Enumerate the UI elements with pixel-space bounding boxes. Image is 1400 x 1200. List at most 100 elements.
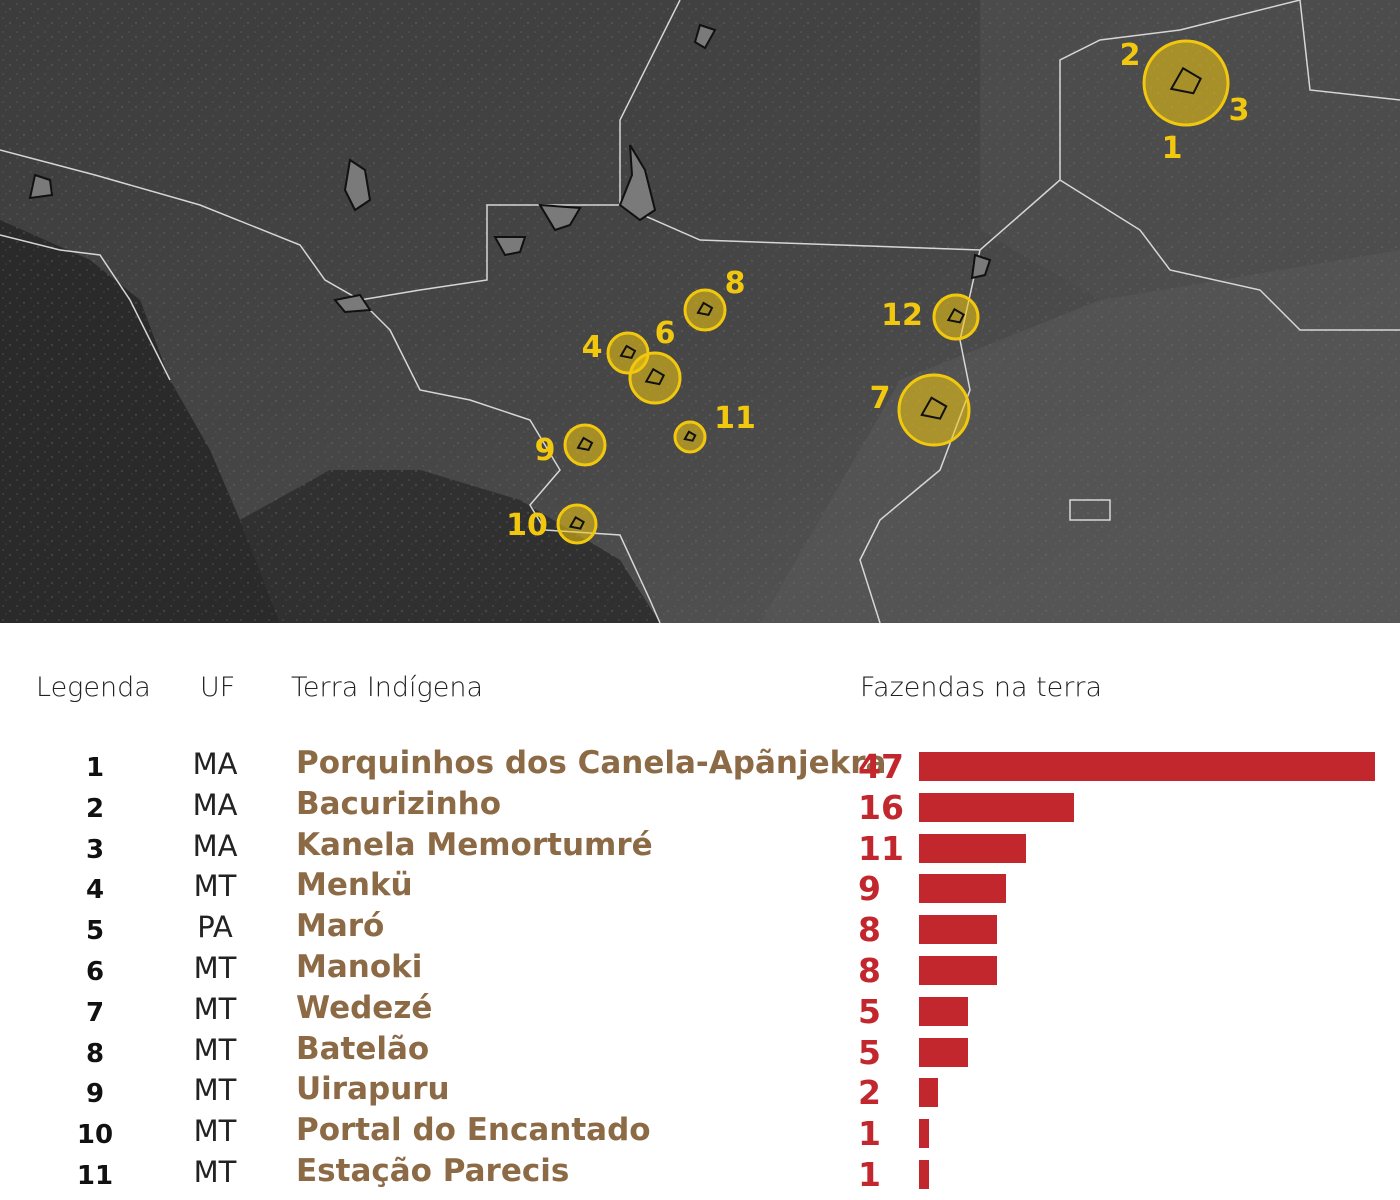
legend-number: 3 [85, 834, 105, 865]
map-marker-label-4: 4 [582, 330, 603, 365]
indigenous-land-name: Kanela Memortumré [296, 826, 653, 863]
legend-row: 11 MT Estação Parecis 1 [0, 1153, 1400, 1194]
bar-value-label: 9 [858, 869, 881, 909]
state-code: PA [197, 910, 233, 945]
legend-number: 1 [85, 753, 105, 783]
indigenous-land-name: Estação Parecis [296, 1153, 570, 1189]
bar [919, 1160, 929, 1189]
indigenous-land-name: Maró [296, 908, 385, 945]
indigenous-land-shape-10 [568, 515, 585, 530]
legend-number: 4 [85, 875, 105, 906]
bar-value-label: 11 [858, 828, 904, 868]
bar [919, 996, 968, 1026]
bar [919, 874, 1007, 904]
state-code: MA [192, 828, 238, 863]
header-fazendas: Fazendas na terra [860, 672, 1103, 703]
map-marker-label-10: 10 [506, 508, 548, 543]
map-marker-circle-12 [932, 293, 980, 341]
legend-row: 8 MT Batelão 5 [0, 1031, 1400, 1072]
indigenous-land-name: Manoki [296, 949, 423, 985]
legend-number: 9 [85, 1079, 105, 1110]
bar [919, 833, 1026, 863]
header-legenda: Legenda [36, 672, 151, 703]
legend-number: 5 [85, 916, 105, 947]
state-code: MT [193, 869, 237, 904]
bar [919, 792, 1075, 822]
map-marker-label-3: 3 [1229, 93, 1250, 128]
legend-row: 9 MT Uirapuru 2 [0, 1071, 1400, 1112]
legend-number: 11 [76, 1161, 114, 1191]
bar [919, 1037, 968, 1067]
bar-value-label: 8 [858, 951, 881, 990]
map-marker-circle-11 [673, 420, 707, 454]
legend-number: 10 [76, 1120, 114, 1151]
header-uf: UF [200, 672, 236, 703]
map-marker-circle-6 [628, 351, 682, 405]
legend-row: 10 MT Portal do Encantado 1 [0, 1112, 1400, 1153]
state-code: MT [193, 1032, 237, 1067]
indigenous-land-name: Menkü [296, 867, 413, 904]
bar-value-label: 2 [858, 1073, 881, 1113]
legend-row: 4 MT Menkü 9 [0, 867, 1400, 908]
bar [919, 1078, 939, 1108]
header-terra: Terra Indígena [291, 672, 484, 703]
bar-value-label: 1 [858, 1155, 881, 1194]
legend-row: 6 MT Manoki 8 [0, 949, 1400, 990]
map-marker-label-2: 2 [1120, 38, 1141, 73]
indigenous-land-shape-9 [576, 436, 594, 452]
bar [919, 752, 1375, 781]
bar [919, 1119, 929, 1149]
legend-number: 2 [85, 793, 105, 824]
bar-value-label: 5 [858, 991, 881, 1031]
legend-number: 8 [85, 1038, 105, 1069]
indigenous-land-shape-12 [946, 307, 966, 324]
map-marker-label-6: 6 [655, 316, 676, 351]
map-marker-label-12: 12 [881, 298, 923, 333]
indigenous-land-shape-1 [1169, 66, 1203, 95]
map-marker-label-1: 1 [1162, 131, 1183, 166]
state-code: MA [192, 787, 238, 822]
state-code: MT [193, 951, 237, 985]
state-code: MA [192, 747, 238, 781]
indigenous-land-name: Bacurizinho [296, 785, 502, 822]
indigenous-land-name: Portal do Encantado [296, 1112, 651, 1149]
state-code: MT [193, 1073, 237, 1108]
bar [919, 956, 997, 985]
bar-value-label: 16 [858, 787, 904, 827]
map-marker-label-11: 11 [714, 401, 756, 436]
map-marker-circle-8 [683, 288, 727, 332]
indigenous-land-name: Wedezé [296, 989, 433, 1026]
indigenous-land-shape-6 [644, 367, 666, 386]
indigenous-land-shape-11 [683, 430, 697, 442]
satellite-map: 1 2 3 4 6 7 8 9 10 11 12 [0, 0, 1400, 623]
legend-row: 7 MT Wedezé 5 [0, 990, 1400, 1031]
legend-number: 7 [85, 997, 105, 1028]
map-marker-circle-1 [1142, 39, 1230, 127]
state-code: MT [193, 991, 237, 1026]
indigenous-land-shape-4 [619, 344, 637, 360]
state-code: MT [193, 1114, 237, 1149]
bar [919, 915, 997, 945]
indigenous-land-name: Porquinhos dos Canela-Apãnjekra [296, 745, 887, 781]
legend-row: 1 MA Porquinhos dos Canela-Apãnjekra 47 [0, 745, 1400, 786]
state-code: MT [193, 1155, 237, 1189]
bar-value-label: 5 [858, 1032, 881, 1072]
indigenous-land-shape-8 [696, 301, 714, 317]
indigenous-land-name: Batelão [296, 1030, 430, 1067]
map-marker-label-8: 8 [725, 266, 746, 301]
legend-row: 5 PA Maró 8 [0, 908, 1400, 949]
map-marker-label-7: 7 [870, 381, 891, 416]
map-marker-circle-10 [556, 503, 598, 545]
bar-value-label: 1 [858, 1114, 881, 1154]
map-marker-circle-7 [897, 373, 971, 447]
legend-row: 3 MA Kanela Memortumré 11 [0, 827, 1400, 868]
bar-value-label: 8 [858, 910, 881, 950]
indigenous-land-name: Uirapuru [296, 1071, 450, 1108]
legend-section [0, 623, 1400, 1200]
map-marker-label-9: 9 [535, 433, 556, 468]
indigenous-lands-outlines [28, 23, 992, 314]
legend-row: 2 MA Bacurizinho 16 [0, 786, 1400, 827]
bar-value-label: 47 [858, 747, 904, 786]
